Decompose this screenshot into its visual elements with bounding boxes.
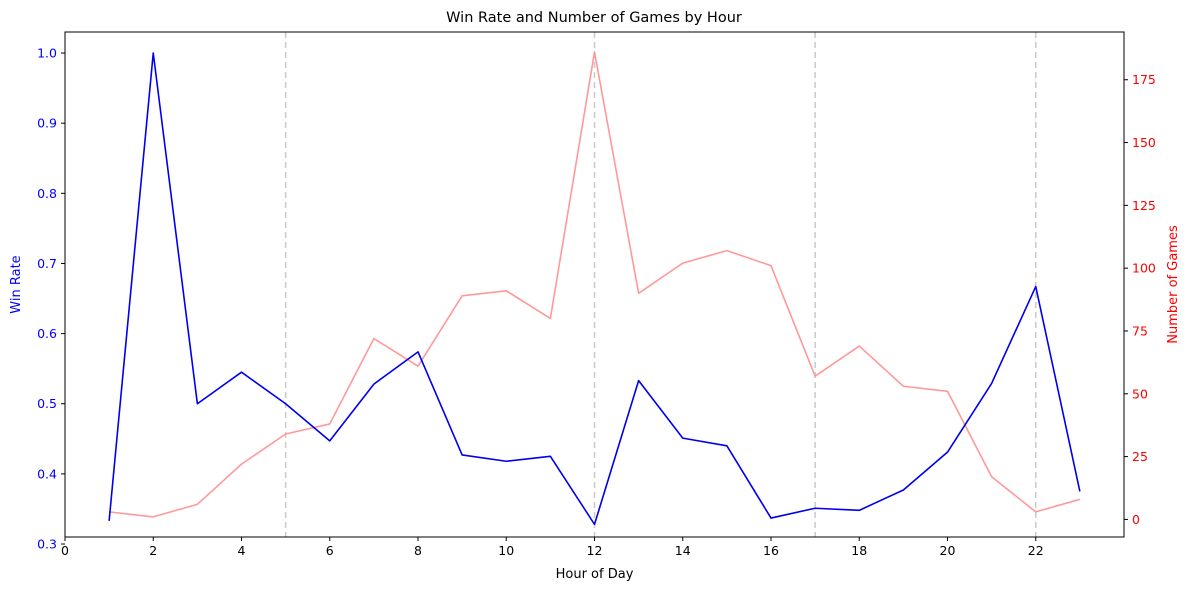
y-right-tick-label: 0 (1132, 512, 1140, 527)
y-left-tick-label: 0.4 (37, 466, 57, 481)
x-tick-label: 16 (763, 543, 779, 558)
series-number-of-games (109, 51, 1081, 518)
number-of-games-line (109, 51, 1081, 518)
x-tick-label: 14 (675, 543, 691, 558)
y-left-tick-label: 0.8 (37, 186, 57, 201)
x-tick-label: 6 (326, 543, 334, 558)
y-right-tick-label: 125 (1132, 198, 1156, 213)
x-tick-label: 8 (414, 543, 422, 558)
x-tick-label: 10 (498, 543, 514, 558)
x-tick-label: 4 (238, 543, 246, 558)
x-axis: 0 2 4 6 8 10 12 14 16 18 20 22 (61, 537, 1044, 558)
y-left-tick-label: 0.3 (37, 537, 57, 552)
y-axis-right: 0 25 50 75 100 125 150 175 (1124, 72, 1156, 527)
reference-lines (284, 32, 1037, 537)
x-tick-label: 22 (1028, 543, 1044, 558)
y-left-tick-label: 0.6 (37, 326, 57, 341)
y-right-tick-label: 150 (1132, 135, 1156, 150)
y-axis-right-label: Number of Games (1166, 225, 1181, 344)
y-left-tick-label: 1.0 (37, 46, 57, 61)
y-left-tick-label: 0.5 (37, 396, 57, 411)
y-right-tick-label: 75 (1132, 323, 1148, 338)
y-right-tick-label: 100 (1132, 261, 1156, 276)
y-axis-left: 0.3 0.4 0.5 0.6 0.7 0.8 0.9 1.0 (37, 46, 65, 552)
x-tick-label: 20 (940, 543, 956, 558)
win-rate-line (108, 52, 1081, 526)
y-right-tick-label: 25 (1132, 449, 1148, 464)
x-tick-label: 18 (851, 543, 867, 558)
chart-title: Win Rate and Number of Games by Hour (446, 10, 742, 26)
x-axis-label: Hour of Day (556, 567, 634, 582)
y-right-tick-label: 175 (1132, 72, 1156, 87)
y-axis-left-label: Win Rate (9, 255, 24, 313)
y-left-tick-label: 0.9 (37, 116, 57, 131)
series-win-rate (108, 52, 1081, 526)
x-tick-label: 2 (149, 543, 157, 558)
x-tick-label: 0 (61, 543, 69, 558)
x-tick-label: 12 (587, 543, 603, 558)
y-left-tick-label: 0.7 (37, 256, 57, 271)
y-right-tick-label: 50 (1132, 386, 1148, 401)
